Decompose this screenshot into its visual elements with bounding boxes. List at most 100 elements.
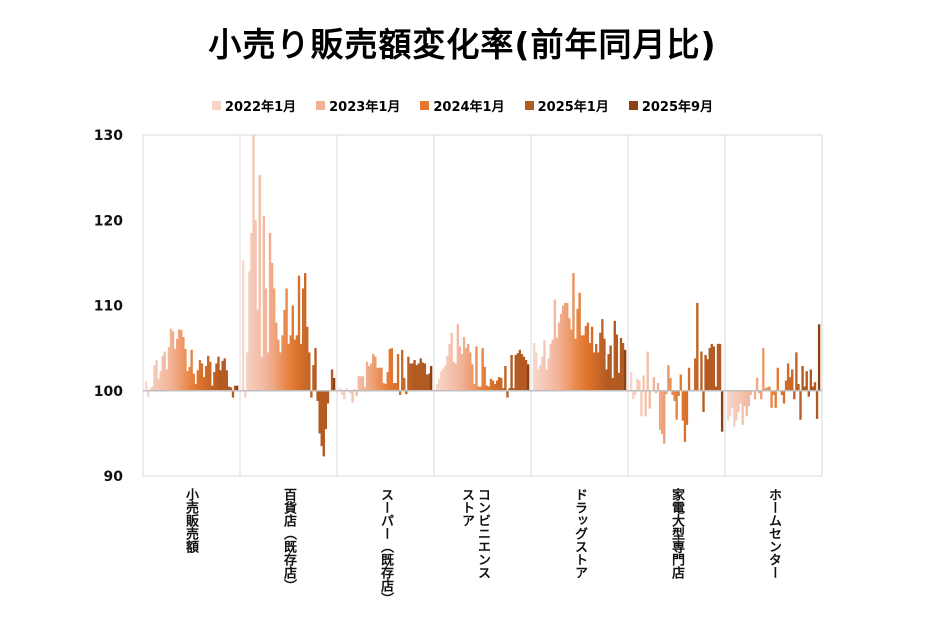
bar [194, 383, 197, 391]
bar [559, 314, 563, 391]
bar [293, 339, 297, 391]
bar [537, 369, 540, 391]
bar [694, 358, 697, 391]
bar [376, 367, 379, 391]
legend-swatch [628, 101, 638, 110]
bar [791, 369, 794, 391]
bar [714, 386, 718, 391]
bar [429, 366, 433, 391]
bar [786, 363, 790, 391]
bar [471, 364, 474, 391]
bar [749, 390, 753, 396]
bar [283, 309, 286, 391]
bar [155, 360, 158, 391]
y-tick-label: 130 [94, 128, 123, 144]
bar [586, 322, 590, 391]
bar [374, 356, 377, 391]
bar [295, 335, 299, 391]
bar [557, 322, 561, 391]
bar [353, 389, 356, 391]
bar [427, 373, 431, 391]
bar [196, 370, 200, 391]
bar [349, 390, 352, 394]
category-label: スーパー（既存店） [378, 488, 393, 605]
bar [186, 371, 189, 391]
bar [700, 351, 703, 391]
bar [184, 348, 187, 391]
bar [524, 360, 528, 391]
bar [597, 352, 600, 391]
bar [741, 390, 744, 425]
bar [161, 355, 164, 391]
chart-title: 小売り販売額変化率(前年同月比) [208, 25, 717, 64]
bar [491, 380, 495, 391]
bar [384, 383, 387, 391]
bar [623, 349, 627, 391]
bar [807, 390, 810, 397]
bar [229, 387, 233, 391]
bar [710, 343, 713, 391]
bar [578, 292, 581, 391]
bar [611, 377, 614, 391]
bar [522, 356, 526, 391]
bar [411, 363, 414, 391]
bar [681, 390, 685, 421]
category-label: 小売販売額 [183, 488, 198, 553]
bar [242, 260, 245, 391]
bar [706, 359, 709, 391]
bar [776, 367, 779, 391]
bar [396, 354, 400, 391]
bar [747, 390, 751, 407]
bar [145, 381, 148, 391]
bar [539, 365, 542, 391]
bar [599, 332, 602, 391]
bar [805, 371, 808, 391]
bar [547, 358, 550, 391]
bar [415, 365, 418, 391]
bar [553, 299, 557, 391]
bar [417, 363, 420, 391]
bar [372, 354, 375, 391]
bar [467, 343, 470, 391]
bar [582, 335, 585, 391]
bar [355, 390, 358, 396]
bar [483, 366, 486, 391]
bar [405, 390, 408, 395]
bar [149, 388, 152, 391]
bar [266, 352, 270, 391]
bar [456, 324, 460, 391]
bar [281, 335, 284, 391]
bar [489, 378, 493, 391]
bar [357, 376, 360, 391]
bar [797, 383, 800, 391]
bar [252, 135, 255, 391]
legend-label: 2025年1月 [537, 100, 609, 115]
bar [584, 325, 588, 391]
legend-swatch [211, 101, 221, 110]
bar [760, 390, 763, 400]
bar [231, 390, 235, 398]
legend: 2022年1月 2023年1月 2024年1月 2025年1月 2025年9月 [0, 96, 925, 115]
bar [438, 378, 441, 391]
bar [320, 390, 323, 447]
bar [755, 377, 759, 391]
bar [423, 363, 427, 391]
bar [671, 390, 674, 396]
bar [180, 330, 183, 391]
bar [464, 348, 468, 391]
bar [370, 363, 373, 391]
bar [533, 343, 536, 391]
bar [780, 390, 784, 396]
bar [566, 302, 569, 391]
legend-item-2023-01: 2023年1月 [316, 96, 400, 115]
bar [277, 339, 280, 391]
bar [495, 380, 499, 391]
bar [570, 329, 573, 391]
bar [568, 318, 571, 391]
bar [782, 390, 786, 404]
bar [661, 390, 664, 435]
bar [667, 365, 670, 391]
bar [361, 376, 365, 391]
bar [250, 233, 253, 391]
bar [202, 377, 206, 391]
